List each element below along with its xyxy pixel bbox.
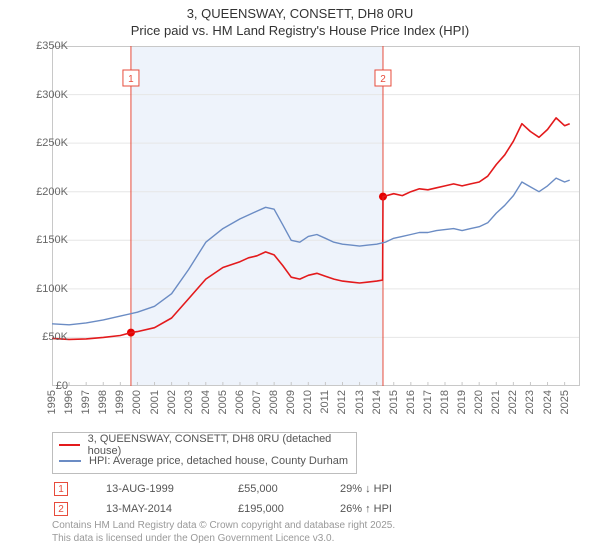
event-delta: 26% ↑ HPI (340, 500, 402, 518)
x-tick-label: 1997 (80, 390, 92, 414)
chart-plot-area: 12 (52, 46, 580, 386)
x-tick-label: 2005 (217, 390, 229, 414)
legend-label: HPI: Average price, detached house, Coun… (89, 455, 348, 467)
footnote-line: Contains HM Land Registry data © Crown c… (52, 520, 395, 533)
footnote-line: This data is licensed under the Open Gov… (52, 533, 395, 546)
legend-swatch (59, 444, 80, 446)
chart-subtitle: Price paid vs. HM Land Registry's House … (0, 21, 600, 38)
chart-title: 3, QUEENSWAY, CONSETT, DH8 0RU (0, 0, 600, 21)
event-price: £55,000 (238, 480, 338, 498)
y-tick-label: £300K (36, 89, 68, 101)
chart-svg: 12 (52, 46, 580, 386)
x-tick-label: 1996 (63, 390, 75, 414)
x-tick-label: 2015 (388, 390, 400, 414)
events-table: 1 13-AUG-1999£55,00029% ↓ HPI 2 13-MAY-2014… (52, 478, 404, 520)
y-tick-label: £50K (42, 331, 68, 343)
x-tick-label: 2008 (268, 390, 280, 414)
x-tick-label: 2013 (354, 390, 366, 414)
event-price: £195,000 (238, 500, 338, 518)
footnote: Contains HM Land Registry data © Crown c… (52, 520, 395, 545)
x-tick-label: 2011 (319, 390, 331, 414)
event-delta: 29% ↓ HPI (340, 480, 402, 498)
x-tick-label: 2010 (302, 390, 314, 414)
x-tick-label: 2020 (473, 390, 485, 414)
x-tick-label: 2022 (507, 390, 519, 414)
event-row: 2 13-MAY-2014£195,00026% ↑ HPI (54, 500, 402, 518)
legend-box: 3, QUEENSWAY, CONSETT, DH8 0RU (detached… (52, 432, 357, 474)
x-tick-label: 2007 (251, 390, 263, 414)
x-tick-label: 2019 (456, 390, 468, 414)
legend-label: 3, QUEENSWAY, CONSETT, DH8 0RU (detached… (88, 433, 350, 457)
x-tick-label: 2003 (183, 390, 195, 414)
x-tick-label: 2021 (490, 390, 502, 414)
x-tick-label: 2009 (285, 390, 297, 414)
legend-swatch (59, 460, 81, 462)
x-tick-label: 2016 (405, 390, 417, 414)
svg-text:2: 2 (380, 74, 386, 85)
x-tick-label: 2024 (542, 390, 554, 414)
x-tick-label: 2012 (336, 390, 348, 414)
event-badge: 1 (54, 482, 68, 496)
x-tick-label: 2014 (371, 390, 383, 414)
legend-item: 3, QUEENSWAY, CONSETT, DH8 0RU (detached… (59, 437, 350, 453)
chart-container: { "title": "3, QUEENSWAY, CONSETT, DH8 0… (0, 0, 600, 560)
x-tick-label: 2025 (559, 390, 571, 414)
y-tick-label: £200K (36, 186, 68, 198)
x-tick-label: 1999 (114, 390, 126, 414)
event-date: 13-MAY-2014 (106, 500, 236, 518)
event-badge: 2 (54, 502, 68, 516)
y-tick-label: £100K (36, 283, 68, 295)
x-tick-label: 2000 (131, 390, 143, 414)
x-tick-label: 1998 (97, 390, 109, 414)
x-tick-label: 1995 (46, 390, 58, 414)
svg-text:1: 1 (128, 74, 134, 85)
event-row: 1 13-AUG-1999£55,00029% ↓ HPI (54, 480, 402, 498)
y-tick-label: £350K (36, 40, 68, 52)
y-tick-label: £150K (36, 234, 68, 246)
legend-item: HPI: Average price, detached house, Coun… (59, 453, 350, 469)
x-tick-label: 2023 (524, 390, 536, 414)
x-tick-label: 2018 (439, 390, 451, 414)
x-tick-label: 2001 (149, 390, 161, 414)
event-date: 13-AUG-1999 (106, 480, 236, 498)
x-tick-label: 2017 (422, 390, 434, 414)
x-tick-label: 2004 (200, 390, 212, 414)
y-tick-label: £250K (36, 137, 68, 149)
x-tick-label: 2002 (166, 390, 178, 414)
x-tick-label: 2006 (234, 390, 246, 414)
